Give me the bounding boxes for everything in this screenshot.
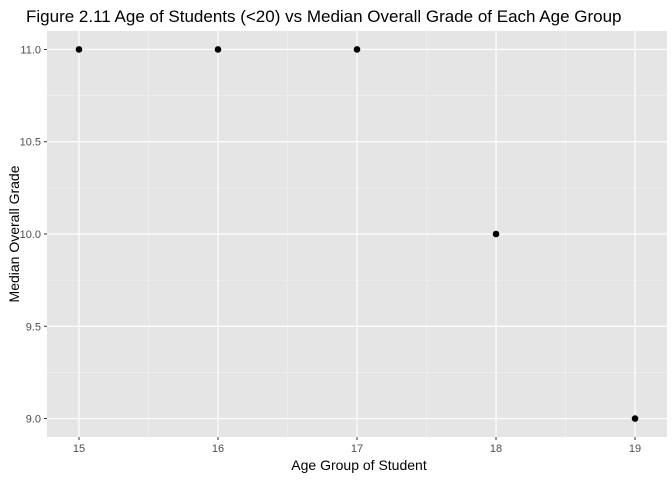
x-tick-label: 17 xyxy=(351,443,363,455)
y-tick-label: 11.0 xyxy=(20,44,41,56)
data-point xyxy=(631,415,639,422)
y-tick-label: 9.0 xyxy=(26,414,41,426)
y-tick-label: 10.0 xyxy=(20,229,41,241)
x-axis-title: Age Group of Student xyxy=(291,457,427,473)
data-points xyxy=(75,46,639,422)
data-point xyxy=(75,46,83,53)
y-tick-label: 9.5 xyxy=(26,321,41,333)
x-tick-label: 18 xyxy=(490,443,502,455)
x-tick-label: 19 xyxy=(629,443,641,455)
data-point xyxy=(214,46,222,53)
major-gridlines xyxy=(47,31,667,437)
y-axis-title: Median Overall Grade xyxy=(6,165,22,302)
axis-ticks: 15 16 17 18 19 9.0 9.5 10.0 10.5 11.0 xyxy=(20,44,642,455)
x-tick-label: 16 xyxy=(212,443,224,455)
chart-title: Figure 2.11 Age of Students (<20) vs Med… xyxy=(26,7,622,26)
data-point xyxy=(353,46,361,53)
x-tick-label: 15 xyxy=(73,443,85,455)
y-tick-label: 10.5 xyxy=(20,137,41,149)
data-point xyxy=(492,230,500,238)
